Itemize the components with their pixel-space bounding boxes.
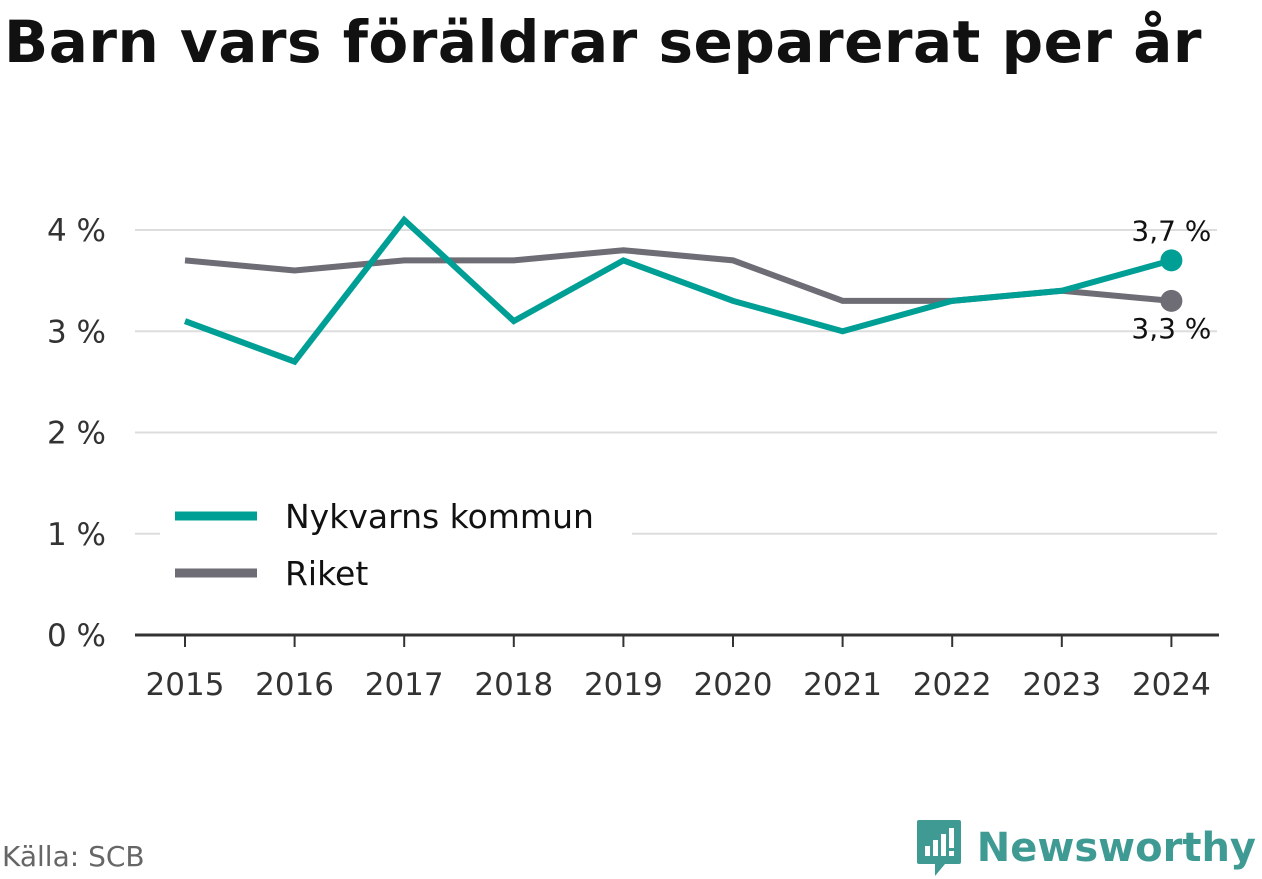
legend-label: Riket [285, 554, 368, 593]
y-tick-label: 2 % [47, 416, 106, 452]
series-lines [183, 215, 1183, 366]
end-point-marker [1160, 289, 1183, 312]
x-tick-label: 2022 [913, 667, 992, 703]
series-line [183, 215, 1173, 366]
y-axis-ticks: 0 % 1 % 2 % 3 % 4 % [47, 213, 106, 654]
x-tick-label: 2017 [365, 667, 444, 703]
end-value-label: 3,7 % [1131, 214, 1211, 247]
end-labels: 3,7 % 3,3 % [1131, 214, 1211, 345]
newsworthy-logo-icon [916, 820, 961, 876]
source-note: Källa: SCB [2, 840, 145, 873]
x-axis: 2015 2016 2017 2018 2019 2020 2021 2022 2023 2024 [135, 633, 1219, 703]
x-tick-label: 2023 [1022, 667, 1101, 703]
y-tick-label: 3 % [47, 314, 106, 350]
y-tick-label: 0 % [47, 618, 106, 654]
chart-title: Barn vars föräldrar separerat per år [4, 8, 1202, 76]
x-tick-label: 2015 [146, 667, 225, 703]
x-tick-label: 2018 [474, 667, 553, 703]
x-tick-label: 2020 [694, 667, 773, 703]
x-tick-label: 2019 [584, 667, 663, 703]
end-point-marker [1160, 249, 1183, 272]
legend: Nykvarns kommun Riket [160, 486, 632, 600]
x-tick-label: 2016 [255, 667, 334, 703]
legend-background [160, 486, 632, 600]
y-tick-label: 4 % [47, 213, 106, 249]
x-tick-label: 2021 [803, 667, 882, 703]
x-tick-label: 2024 [1132, 667, 1211, 703]
legend-label: Nykvarns kommun [285, 497, 594, 536]
brand-logo: Newsworthy [915, 818, 1256, 878]
brand-name: Newsworthy [976, 825, 1256, 871]
end-value-label: 3,3 % [1131, 312, 1211, 345]
y-tick-label: 1 % [47, 517, 106, 553]
